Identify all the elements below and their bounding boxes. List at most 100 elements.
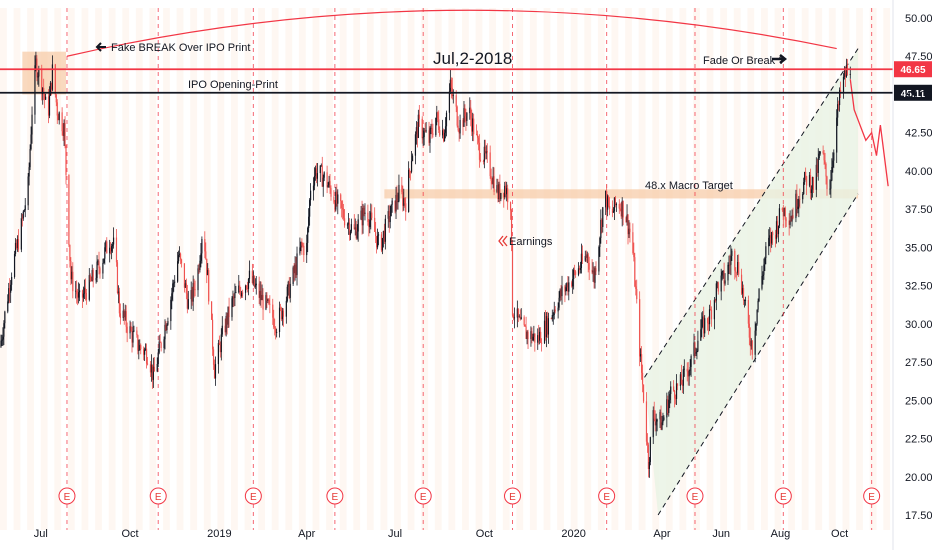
candle-body: [417, 114, 419, 138]
candle-body: [85, 292, 87, 300]
candle-body: [158, 341, 160, 353]
candle-body: [140, 345, 142, 350]
candle-body: [71, 271, 73, 280]
candle-body: [740, 274, 743, 294]
candle-body: [253, 275, 255, 287]
candle-body: [82, 293, 85, 298]
candle-body: [423, 130, 425, 138]
candle-body: [136, 330, 138, 336]
candle-body: [276, 331, 278, 333]
candle-body: [723, 270, 725, 284]
candle-body: [598, 247, 600, 272]
candle-body: [49, 82, 52, 96]
candle-body: [748, 323, 750, 338]
candle-body: [65, 145, 67, 175]
candle-body: [475, 134, 478, 136]
candle-body: [512, 315, 515, 319]
price-tick-label: 25.00: [905, 395, 932, 407]
candle-body: [432, 133, 434, 136]
candle-body: [428, 130, 430, 143]
candle-body: [251, 270, 253, 284]
candle-body: [579, 268, 582, 270]
projection-line: [849, 79, 889, 187]
candle-body: [585, 255, 587, 258]
candle-body: [191, 290, 193, 302]
candle-body: [591, 269, 593, 273]
candle-body: [421, 118, 423, 139]
candle-body: [303, 245, 305, 256]
candle-body: [660, 412, 662, 430]
candle-body: [829, 188, 831, 190]
candle-body: [200, 253, 202, 261]
candle-body: [328, 181, 330, 186]
candle-body: [557, 307, 559, 312]
candle-body: [511, 244, 514, 316]
week-band: [285, 8, 293, 530]
candle-body: [506, 188, 508, 195]
candle-body: [799, 198, 801, 200]
candle-body: [519, 316, 521, 320]
candle-body: [743, 300, 746, 301]
candle-body: [144, 348, 147, 350]
candle-body: [737, 262, 739, 273]
candle-body: [471, 117, 473, 132]
candle-body: [551, 315, 553, 319]
candle-body: [410, 161, 413, 172]
candle-body: [171, 293, 173, 300]
candle-body: [728, 264, 730, 266]
candle-body: [186, 293, 188, 309]
candle-body: [20, 218, 22, 250]
candle-body: [89, 275, 91, 280]
week-band: [108, 8, 116, 530]
candle-body: [356, 231, 358, 239]
candle-body: [11, 276, 13, 285]
candle-body: [615, 203, 617, 206]
week-band: [353, 8, 361, 530]
candle-body: [265, 295, 267, 310]
candle-body: [43, 88, 45, 94]
candle-body: [81, 290, 84, 298]
week-band: [828, 8, 836, 530]
week-band: [163, 8, 170, 530]
candle-body: [180, 259, 183, 264]
candle-body: [612, 211, 615, 213]
candle-body: [54, 64, 56, 95]
week-band: [706, 8, 714, 530]
candle-body: [126, 326, 128, 334]
candle-body: [526, 331, 528, 339]
candle-body: [68, 174, 70, 245]
candle-body: [172, 283, 174, 294]
candle-body: [77, 294, 79, 298]
candle-body: [131, 330, 133, 343]
earnings-badge-label: E: [692, 492, 699, 503]
candle-body: [41, 68, 43, 95]
candle-body: [832, 160, 834, 167]
earnings-badge: [58, 487, 76, 505]
candle-body: [491, 180, 493, 184]
candle-body: [592, 270, 594, 273]
candle-body: [681, 384, 683, 386]
candle-body: [795, 193, 797, 219]
candle-body: [693, 342, 695, 357]
candle-body: [190, 290, 192, 300]
candle-body: [558, 297, 560, 308]
candle-body: [503, 192, 505, 198]
projection-layer: [849, 79, 889, 187]
candle-body: [476, 134, 479, 138]
candle-body: [36, 58, 38, 78]
candle-body: [376, 235, 379, 248]
candle-body: [315, 168, 318, 179]
candle-body: [219, 344, 221, 353]
candle-body: [302, 245, 304, 247]
candle-body: [396, 194, 398, 202]
candle-body: [330, 188, 332, 197]
candle-body: [370, 212, 372, 220]
candle-body: [316, 173, 319, 179]
week-band: [529, 8, 537, 530]
candle-body: [63, 122, 65, 137]
candle-body: [97, 261, 99, 263]
candle-body: [498, 183, 500, 200]
candle-body: [628, 228, 630, 235]
